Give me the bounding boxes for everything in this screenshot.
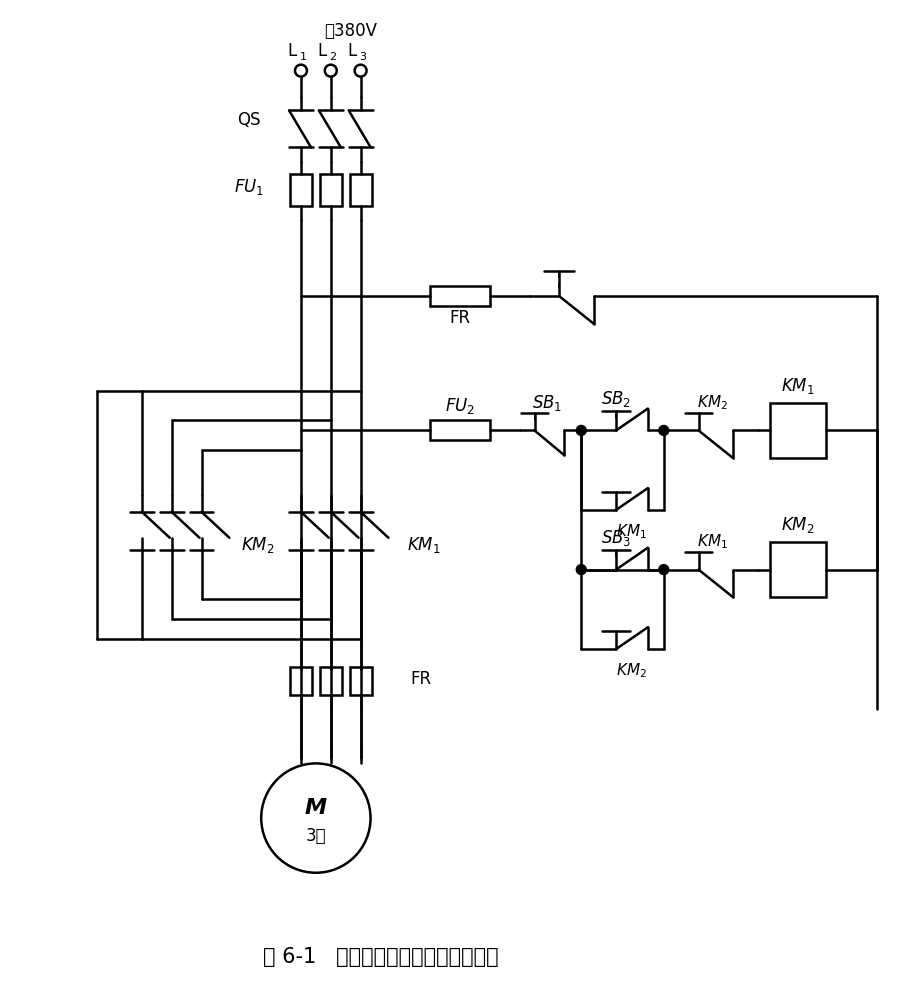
Bar <box>290 174 312 206</box>
Bar <box>349 174 371 206</box>
Text: ～380V: ～380V <box>324 22 377 40</box>
Bar <box>770 403 826 458</box>
Circle shape <box>295 64 307 76</box>
Text: $KM_1$: $KM_1$ <box>781 376 815 396</box>
Text: $SB_3$: $SB_3$ <box>601 528 631 548</box>
Text: $SB_2$: $SB_2$ <box>601 389 631 409</box>
Text: $KM_2$: $KM_2$ <box>616 661 646 680</box>
Bar <box>770 542 826 597</box>
Bar <box>349 667 371 694</box>
Text: 图 6-1   交流电动机的正反转控制电路: 图 6-1 交流电动机的正反转控制电路 <box>263 948 498 967</box>
Circle shape <box>659 565 669 575</box>
Circle shape <box>324 64 336 76</box>
Bar <box>290 667 312 694</box>
Bar <box>430 286 490 307</box>
Text: L: L <box>347 42 357 59</box>
Text: $FU_1$: $FU_1$ <box>234 177 265 197</box>
Text: $FU_2$: $FU_2$ <box>445 396 475 416</box>
Circle shape <box>355 64 367 76</box>
Text: 1: 1 <box>300 51 306 61</box>
Text: L: L <box>317 42 326 59</box>
Text: $KM_1$: $KM_1$ <box>407 535 441 555</box>
Circle shape <box>576 565 586 575</box>
Text: $KM_1$: $KM_1$ <box>616 523 646 541</box>
Text: $KM_1$: $KM_1$ <box>697 533 728 551</box>
Text: $KM_2$: $KM_2$ <box>781 515 814 535</box>
Text: $KM_2$: $KM_2$ <box>697 393 728 412</box>
Text: M: M <box>305 798 327 818</box>
Text: 2: 2 <box>329 51 336 61</box>
Text: 3: 3 <box>359 51 366 61</box>
Bar <box>320 174 342 206</box>
Text: QS: QS <box>237 112 261 130</box>
Text: 3～: 3～ <box>305 827 326 845</box>
Text: L: L <box>288 42 297 59</box>
Text: $SB_1$: $SB_1$ <box>532 393 562 413</box>
Text: $KM_2$: $KM_2$ <box>242 535 275 555</box>
Circle shape <box>576 425 586 435</box>
Text: FR: FR <box>449 310 471 327</box>
Bar <box>320 667 342 694</box>
Circle shape <box>659 425 669 435</box>
Circle shape <box>261 764 370 872</box>
Bar <box>430 420 490 440</box>
Text: FR: FR <box>410 670 431 688</box>
